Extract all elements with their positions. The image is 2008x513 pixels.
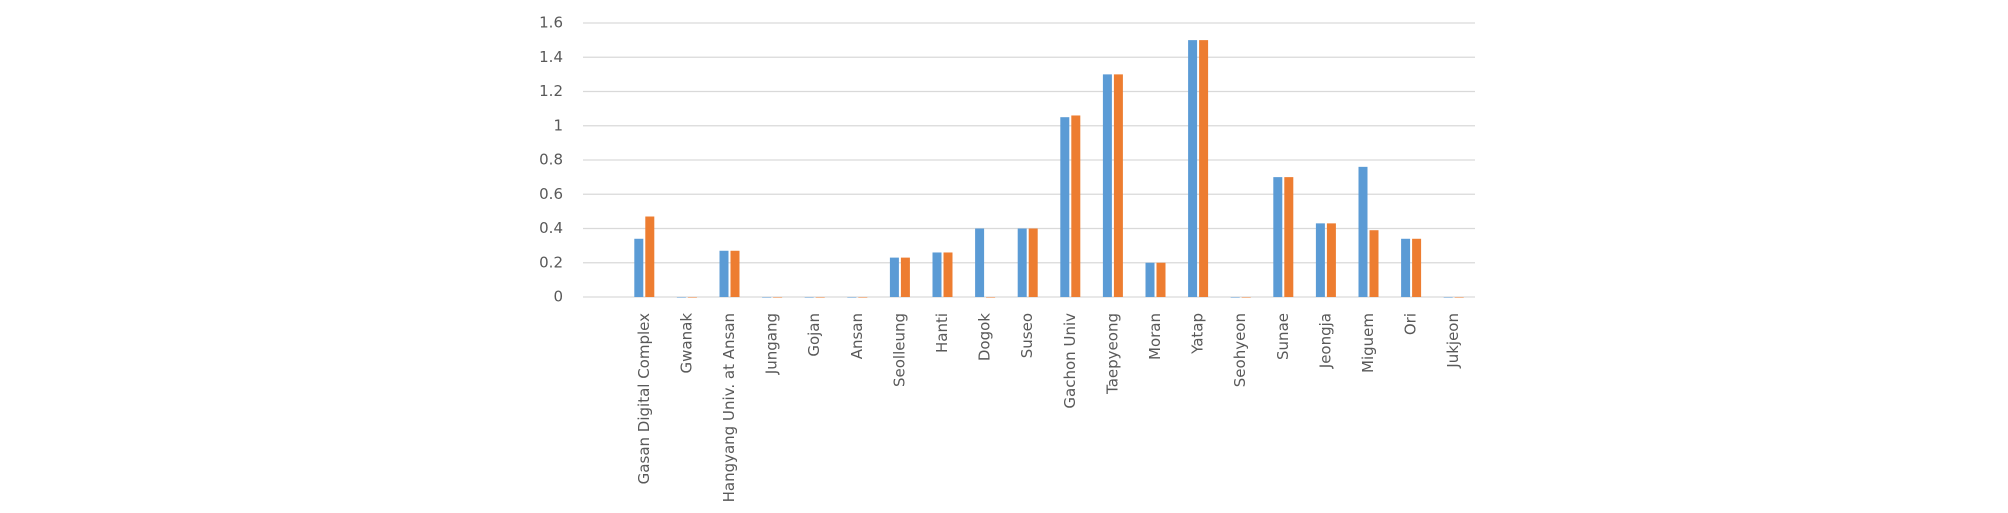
x-tick-label: Ori xyxy=(1402,313,1420,335)
x-tick-label: Jungang xyxy=(763,313,781,375)
y-tick-label: 1.2 xyxy=(539,82,563,100)
bar xyxy=(932,252,942,297)
x-tick-label: Yatap xyxy=(1189,313,1207,355)
y-tick-label: 0.4 xyxy=(539,219,563,237)
x-tick-label: Gwanak xyxy=(677,313,695,374)
bar xyxy=(1412,238,1422,297)
x-tick-label: Gasan Digital Complex xyxy=(635,313,653,484)
bar xyxy=(676,297,686,298)
bar xyxy=(1284,177,1294,297)
bar xyxy=(943,252,953,297)
x-tick-label: Jukjeon xyxy=(1444,313,1462,369)
x-tick-label: Ansan xyxy=(848,313,866,359)
bar xyxy=(815,297,825,298)
bar xyxy=(634,238,644,297)
bar xyxy=(1060,117,1070,297)
x-tick-label: Sunae xyxy=(1274,313,1292,360)
bar xyxy=(1369,230,1379,297)
x-tick-label: Taepyeong xyxy=(1103,313,1121,395)
bar xyxy=(1315,223,1325,297)
y-tick-label: 1.4 xyxy=(539,48,563,66)
x-tick-label: Seolleung xyxy=(890,313,908,387)
bar xyxy=(645,216,655,297)
bar xyxy=(1241,297,1251,298)
y-tick-label: 1.6 xyxy=(539,14,563,32)
x-tick-label: Jeongja xyxy=(1316,313,1334,369)
x-tick-label: Moran xyxy=(1146,313,1164,360)
y-tick-label: 1 xyxy=(553,116,563,134)
bar xyxy=(889,257,899,297)
x-tick-label: Miguem xyxy=(1359,313,1377,373)
bar xyxy=(1113,74,1123,297)
bar xyxy=(1071,115,1081,297)
bar xyxy=(1199,40,1209,297)
x-tick-label: Gachon Univ xyxy=(1061,313,1079,409)
y-tick-label: 0.8 xyxy=(539,151,563,169)
bar xyxy=(1156,262,1166,297)
bar xyxy=(1443,297,1453,298)
bar xyxy=(1145,262,1155,297)
bar xyxy=(900,257,910,297)
bar xyxy=(1188,40,1198,297)
x-tick-label: Hanti xyxy=(933,313,951,353)
y-tick-label: 0 xyxy=(553,288,563,306)
bar xyxy=(1273,177,1283,297)
bar xyxy=(1326,223,1336,297)
bar xyxy=(1102,74,1112,297)
bar xyxy=(1017,228,1027,297)
bar xyxy=(1454,297,1464,298)
bar xyxy=(687,297,697,298)
x-tick-label: Seohyeon xyxy=(1231,313,1249,387)
bar xyxy=(1028,228,1038,297)
bar xyxy=(975,228,985,297)
x-tick-label: Hangyang Univ. at Ansan xyxy=(720,313,738,502)
x-tick-label: Gojan xyxy=(805,313,823,357)
bar xyxy=(773,297,783,298)
bar xyxy=(1230,297,1240,298)
bar xyxy=(762,297,772,298)
x-tick-label: Suseo xyxy=(1018,313,1036,358)
bar xyxy=(986,297,996,298)
x-tick-label: Dogok xyxy=(976,313,994,361)
bar xyxy=(730,250,740,297)
bar xyxy=(804,297,814,298)
bar xyxy=(1358,166,1368,297)
y-tick-label: 0.6 xyxy=(539,185,563,203)
y-tick-label: 0.2 xyxy=(539,253,563,271)
bar xyxy=(1401,238,1411,297)
bar xyxy=(847,297,857,298)
bar xyxy=(719,250,729,297)
bar xyxy=(858,297,868,298)
